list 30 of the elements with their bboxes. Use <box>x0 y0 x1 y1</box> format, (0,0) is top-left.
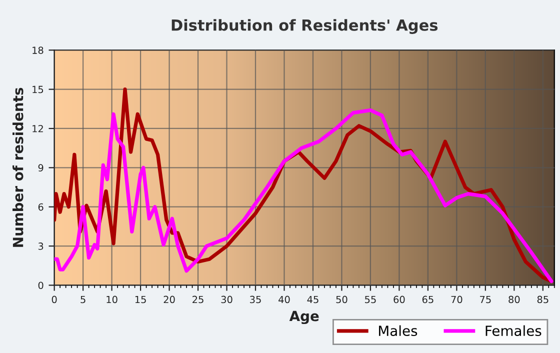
legend-label: Females <box>486 325 542 336</box>
y-tick-label: 12 <box>32 124 43 132</box>
x-tick-label: 80 <box>508 296 520 304</box>
x-tick-label: 70 <box>451 296 462 304</box>
x-tick-label: 5 <box>80 296 86 304</box>
x-tick-label: 85 <box>537 296 548 304</box>
x-tick-label: 10 <box>106 296 118 304</box>
x-tick-label: 65 <box>422 296 434 304</box>
y-tick-label: 6 <box>38 203 44 211</box>
x-tick-label: 35 <box>250 296 261 304</box>
x-tick-label: 50 <box>336 296 348 304</box>
x-tick-label: 60 <box>394 296 405 304</box>
x-tick-label: 15 <box>135 296 146 304</box>
x-tick-label: 55 <box>365 296 376 304</box>
x-axis-title: Age <box>289 310 319 324</box>
y-axis-title: Number of residents <box>12 88 24 247</box>
x-tick-label: 40 <box>278 296 290 304</box>
y-tick-label: 18 <box>32 46 44 54</box>
x-tick-label: 30 <box>221 296 232 304</box>
x-tick-label: 75 <box>480 296 491 304</box>
chart-title: Distribution of Residents' Ages <box>172 19 438 34</box>
x-tick-label: 25 <box>192 296 204 304</box>
y-tick-label: 15 <box>32 86 44 94</box>
legend-label: Males <box>379 325 418 336</box>
y-tick-label: 0 <box>38 282 44 290</box>
y-tick-label: 9 <box>38 164 44 172</box>
y-tick-label: 3 <box>38 242 44 250</box>
x-tick-label: 45 <box>307 296 318 304</box>
x-tick-label: 0 <box>52 296 57 304</box>
x-tick-label: 20 <box>164 296 175 304</box>
